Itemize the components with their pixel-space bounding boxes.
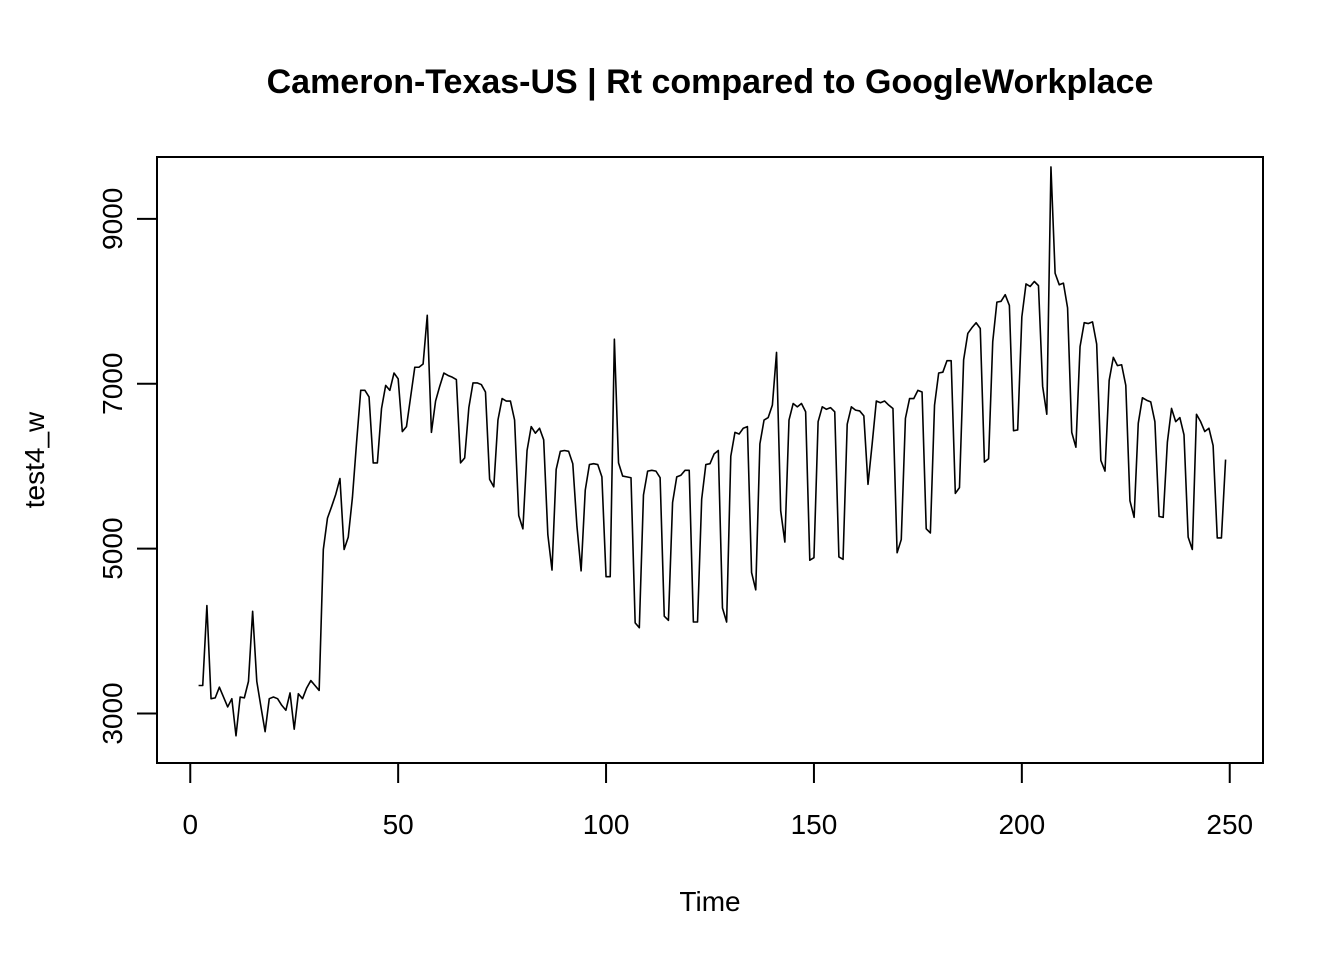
y-axis-label: test4_w xyxy=(19,411,50,508)
plot-frame xyxy=(157,157,1263,763)
x-tick-label: 100 xyxy=(583,809,630,840)
y-tick-label: 7000 xyxy=(97,353,128,415)
x-tick-label: 250 xyxy=(1206,809,1253,840)
y-axis: 3000 5000 7000 9000 xyxy=(97,188,157,745)
x-tick-label: 150 xyxy=(791,809,838,840)
chart-title: Cameron-Texas-US | Rt compared to Google… xyxy=(267,63,1154,101)
x-axis: 0 50 100 150 200 250 xyxy=(182,763,1253,840)
data-points xyxy=(199,167,1226,736)
x-tick-label: 50 xyxy=(383,809,414,840)
y-tick-label: 9000 xyxy=(97,188,128,250)
x-axis-label: Time xyxy=(679,886,740,917)
x-tick-label: 0 xyxy=(182,809,198,840)
y-tick-label: 5000 xyxy=(97,517,128,579)
series-line xyxy=(199,167,1226,736)
y-tick-label: 3000 xyxy=(97,682,128,744)
x-tick-label: 200 xyxy=(998,809,1045,840)
